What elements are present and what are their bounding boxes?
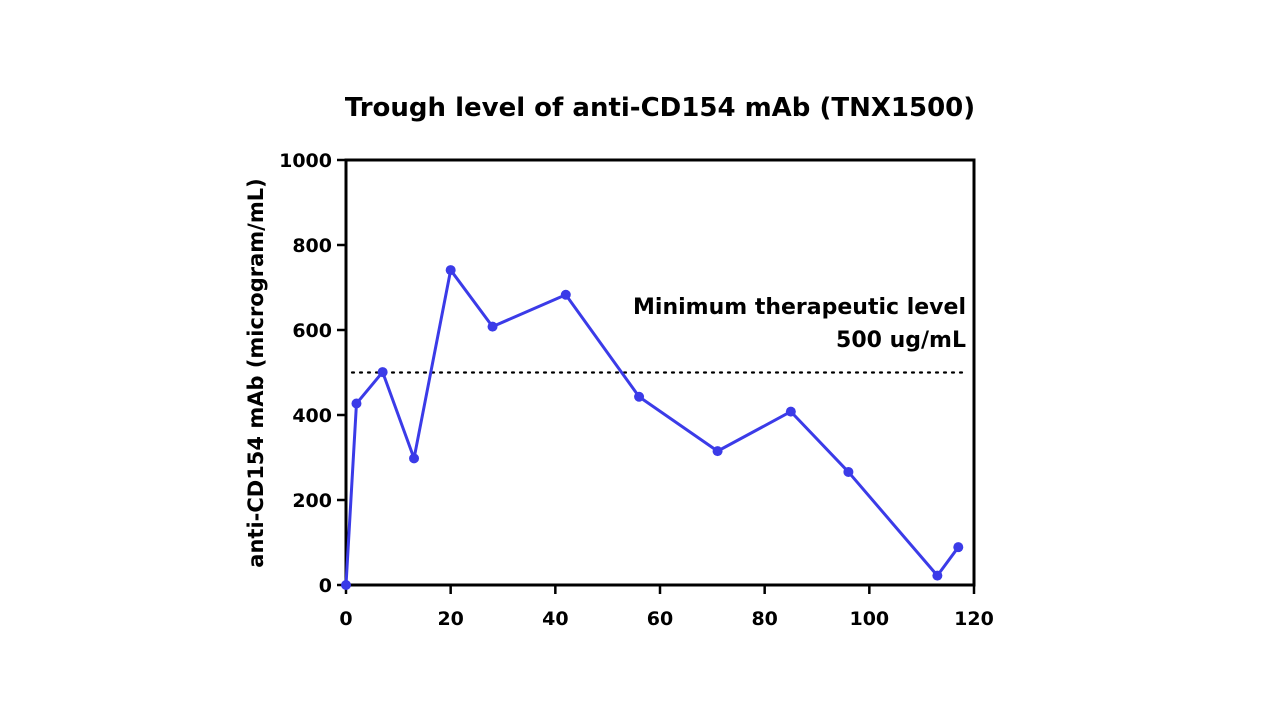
y-axis-label: anti-CD154 mAb (microgram/mL) — [244, 178, 268, 567]
data-point — [409, 453, 420, 464]
y-tick-label: 200 — [292, 490, 332, 512]
x-tick-label: 40 — [542, 608, 568, 630]
x-tick-label: 20 — [437, 608, 463, 630]
data-point — [712, 446, 723, 457]
y-tick-label: 600 — [292, 320, 332, 342]
data-point — [843, 466, 854, 477]
axes: 0 20 40 60 80 100 120 0 200 400 600 800 1000 — [279, 150, 994, 630]
data-point — [785, 406, 796, 417]
data-point — [351, 398, 362, 409]
x-tick-label: 120 — [954, 608, 994, 630]
y-tick-label: 800 — [292, 235, 332, 257]
data-point — [560, 289, 571, 300]
y-tick-label: 1000 — [279, 150, 332, 172]
annotation-line-1: Minimum therapeutic level — [633, 295, 966, 320]
series-group — [341, 265, 964, 590]
data-point — [445, 265, 456, 276]
y-tick-label: 400 — [292, 405, 332, 427]
x-tick-label: 80 — [751, 608, 777, 630]
x-tick-label: 0 — [339, 608, 352, 630]
data-point — [377, 367, 388, 378]
data-point — [341, 580, 351, 590]
x-tick-label: 100 — [849, 608, 889, 630]
data-point — [932, 570, 943, 581]
y-tick-label: 0 — [319, 575, 332, 597]
data-point — [634, 391, 645, 402]
x-tick-label: 60 — [647, 608, 673, 630]
data-point — [953, 542, 964, 553]
data-point — [487, 321, 498, 332]
chart-title: Trough level of anti-CD154 mAb (TNX1500) — [345, 93, 975, 123]
annotation-line-2: 500 ug/mL — [836, 328, 966, 353]
